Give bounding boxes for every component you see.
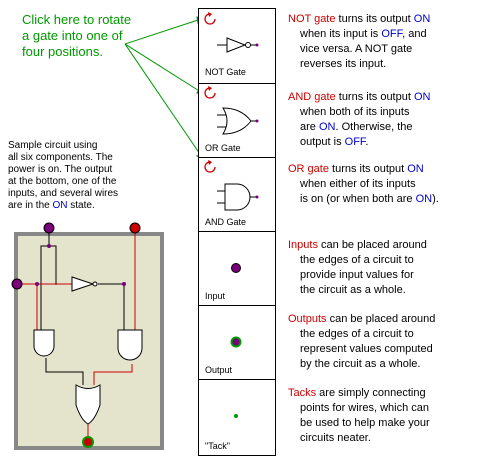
and-gate-icon xyxy=(217,183,259,211)
term: Outputs xyxy=(288,313,327,325)
circuit-input-on xyxy=(129,222,141,234)
term: Tacks xyxy=(288,387,317,399)
palette-input[interactable]: Input xyxy=(199,231,275,306)
palette-output[interactable]: Output xyxy=(199,305,275,380)
arrow-and-gate xyxy=(124,43,205,161)
palette-label: NOT Gate xyxy=(205,67,246,77)
circuit-input-left xyxy=(11,278,23,290)
rotate-icon[interactable] xyxy=(203,86,217,100)
component-palette: NOT Gate OR Gate AND Gate xyxy=(198,8,276,456)
term: NOT gate xyxy=(288,13,336,25)
term: Inputs xyxy=(288,239,318,251)
output-node-icon xyxy=(230,336,242,348)
not-gate-description: NOT gate turns its output ON when its in… xyxy=(288,13,431,70)
sample-line: all six components. The xyxy=(8,152,113,163)
palette-label: OR Gate xyxy=(205,143,241,153)
wire-off xyxy=(45,358,84,385)
sample-line: are in the ON state. xyxy=(8,200,95,211)
rotate-icon[interactable] xyxy=(203,12,217,26)
sample-circuit-description: Sample circuit using all six components.… xyxy=(8,140,144,212)
not-gate-icon xyxy=(217,37,259,53)
callout-line: a gate into one of xyxy=(22,28,123,43)
arrow-not-gate xyxy=(124,17,205,45)
outputs-description: Outputs can be placed around the edges o… xyxy=(288,313,436,370)
palette-label: "Tack" xyxy=(205,441,230,451)
sample-line: inputs, and several wires xyxy=(8,188,119,199)
wire-off xyxy=(49,245,57,285)
rotate-callout: Click here to rotate a gate into one of … xyxy=(22,12,162,60)
circuit-and-gate-right xyxy=(117,329,143,361)
circuit-or-gate xyxy=(75,384,101,425)
circuit-not-gate xyxy=(71,276,98,292)
or-gate-description: OR gate turns its output ON when either … xyxy=(288,163,439,205)
palette-not-gate[interactable]: NOT Gate xyxy=(199,9,275,84)
tack-icon xyxy=(234,414,238,418)
wire-on xyxy=(93,364,133,385)
arrow-or-gate xyxy=(124,43,205,95)
callout-arrows xyxy=(124,16,206,162)
palette-tack[interactable]: "Tack" xyxy=(199,379,275,455)
rotate-icon[interactable] xyxy=(203,160,217,174)
sample-line: power is on. The output xyxy=(8,164,113,175)
callout-line: four positions. xyxy=(22,44,103,59)
palette-label: Output xyxy=(205,365,233,375)
palette-or-gate[interactable]: OR Gate xyxy=(199,83,275,158)
callout-line: Click here to rotate xyxy=(22,12,132,27)
sample-line: Sample circuit using xyxy=(8,140,98,151)
palette-and-gate[interactable]: AND Gate xyxy=(199,157,275,232)
tacks-description: Tacks are simply connecting points for w… xyxy=(288,387,430,444)
circuit-output-on xyxy=(82,436,94,448)
wire-off xyxy=(40,228,50,330)
term: OR gate xyxy=(288,163,329,175)
palette-label: AND Gate xyxy=(205,217,247,227)
and-gate-description: AND gate turns its output ON when both o… xyxy=(288,91,431,148)
circuit-tack xyxy=(122,282,126,286)
inputs-description: Inputs can be placed around the edges of… xyxy=(288,239,427,296)
circuit-tack xyxy=(35,282,39,286)
or-gate-icon xyxy=(217,107,259,135)
input-node-icon xyxy=(231,263,241,273)
circuit-and-gate-left xyxy=(33,329,55,357)
term: AND gate xyxy=(288,91,336,103)
sample-line: at the bottom, one of the xyxy=(8,176,117,187)
palette-label: Input xyxy=(205,291,226,301)
circuit-input-off xyxy=(43,222,55,234)
circuit-tack xyxy=(47,244,51,248)
